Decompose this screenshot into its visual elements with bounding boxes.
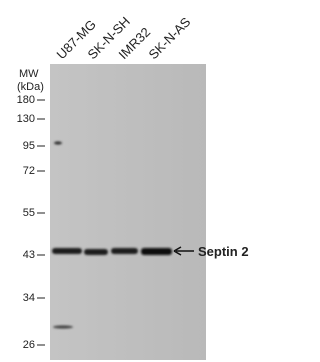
ladder-spot	[53, 325, 73, 328]
marker-label: 55	[23, 207, 35, 219]
ladder-spot	[54, 141, 62, 144]
marker-label: 34	[23, 292, 35, 304]
marker-label: 26	[23, 339, 35, 351]
lane-label: SK-N-AS	[146, 14, 194, 62]
western-blot: MW (kDa) Septin 2 U87-MGSK-N-SHIMR32SK-N…	[0, 0, 262, 362]
mw-unit: (kDa)	[17, 81, 44, 93]
marker-label: 130	[17, 113, 35, 125]
gel	[50, 64, 206, 360]
band-label: Septin 2	[198, 244, 249, 259]
marker-label: 72	[23, 165, 35, 177]
marker-label: 43	[23, 249, 35, 261]
marker-label: 180	[17, 94, 35, 106]
mw-label: MW	[19, 68, 39, 80]
marker-label: 95	[23, 140, 35, 152]
